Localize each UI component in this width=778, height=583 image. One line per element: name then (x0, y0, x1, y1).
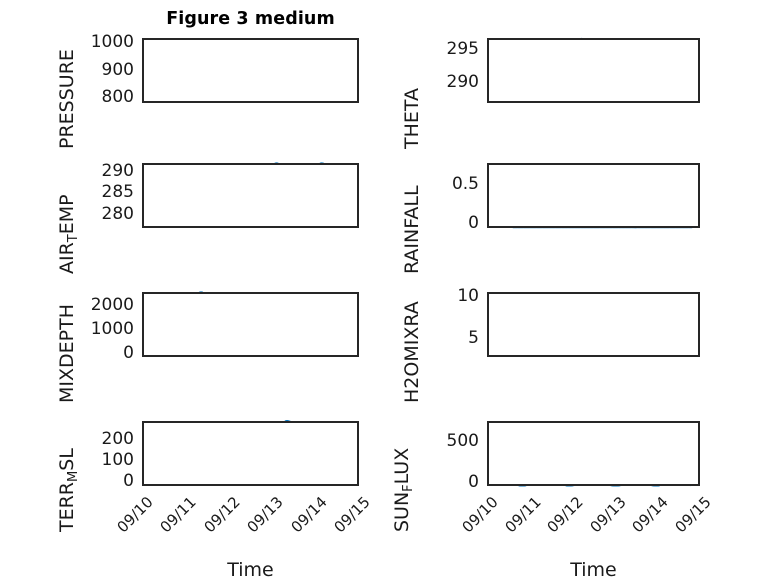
ytick-air_temp-280: 280 (101, 204, 134, 224)
axes-box-h2omixra (487, 292, 700, 357)
figure-title: Figure 3 medium (166, 9, 335, 29)
ylabel-terr_msl: TERRMSL (56, 448, 82, 532)
ytick-terr_msl-100: 100 (101, 450, 134, 471)
panel-h2omixra (487, 292, 700, 357)
panel-theta (487, 37, 700, 103)
ylabel-rainfall: RAINFALL (401, 185, 423, 274)
axes-box-mixdepth (142, 292, 359, 357)
xlabel-sun_flux: Time (570, 559, 617, 581)
ytick-sun_flux-0: 0 (468, 471, 479, 492)
axes-box-rainfall (487, 163, 700, 228)
ytick-theta-290: 290 (446, 72, 479, 93)
panel-pressure (142, 38, 359, 103)
panel-rainfall (487, 163, 700, 229)
ylabel-pressure: PRESSURE (56, 49, 78, 149)
ytick-h2omixra-10: 10 (457, 286, 479, 306)
axes-box-theta (487, 38, 700, 103)
ytick-air_temp-285: 285 (101, 182, 134, 203)
ytick-mixdepth-1000: 1000 (90, 319, 134, 340)
ylabel-sun_flux: SUNFLUX (391, 447, 417, 532)
axes-box-air_temp (142, 163, 359, 228)
panel-terr_msl (142, 420, 359, 486)
ytick-pressure-800: 800 (101, 86, 134, 107)
panel-sun_flux (487, 421, 700, 487)
ytick-air_temp-290: 290 (101, 160, 134, 181)
axes-box-sun_flux (487, 421, 700, 486)
panel-mixdepth (142, 291, 359, 357)
ytick-pressure-900: 900 (101, 59, 134, 80)
ytick-mixdepth-2000: 2000 (90, 295, 134, 316)
ytick-pressure-1000: 1000 (90, 32, 134, 53)
axes-box-pressure (142, 38, 359, 103)
ytick-sun_flux-500: 500 (446, 431, 479, 452)
ytick-rainfall-0.5: 0.5 (451, 173, 479, 194)
xlabel-terr_msl: Time (227, 559, 274, 581)
ytick-rainfall-0: 0 (468, 213, 479, 234)
ytick-terr_msl-200: 200 (101, 428, 134, 449)
ylabel-h2omixra: H2OMIXRA (401, 301, 423, 403)
ylabel-mixdepth: MIXDEPTH (56, 304, 78, 403)
panel-air_temp (142, 162, 359, 228)
ylabel-air_temp: AIRTEMP (56, 194, 82, 274)
ytick-terr_msl-0: 0 (123, 471, 134, 492)
ytick-h2omixra-5: 5 (468, 327, 479, 348)
ylabel-theta: THETA (401, 87, 423, 149)
ytick-theta-295: 295 (446, 38, 479, 59)
axes-box-terr_msl (142, 421, 359, 486)
ytick-mixdepth-0: 0 (123, 343, 134, 364)
